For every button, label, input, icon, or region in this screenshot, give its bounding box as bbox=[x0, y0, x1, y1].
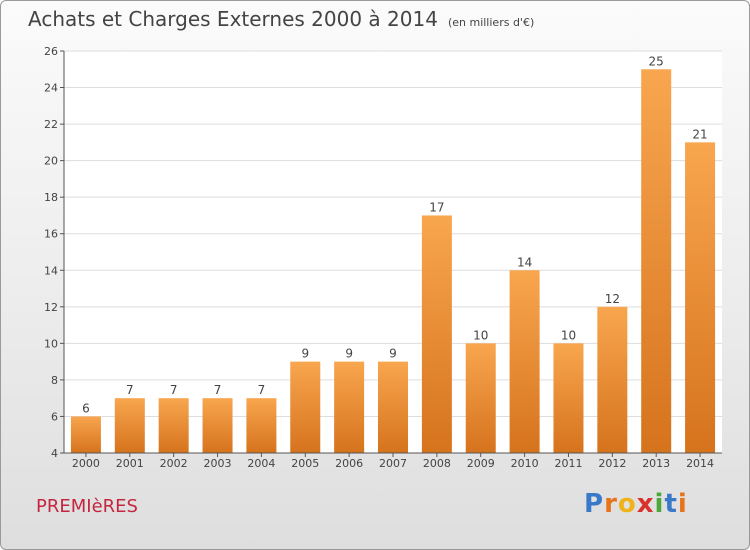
bar bbox=[246, 398, 277, 453]
x-tick-label: 2012 bbox=[598, 457, 626, 470]
data-label: 10 bbox=[473, 328, 488, 342]
axes: 4 6 8 10 12 14 16 18 20 22 24 26 2000 2001 2002 2003 200… bbox=[44, 45, 722, 470]
y-tick-label: 26 bbox=[44, 45, 58, 58]
data-label: 7 bbox=[170, 383, 178, 397]
bar bbox=[70, 416, 101, 453]
x-tick-label: 2013 bbox=[642, 457, 670, 470]
chart-title: Achats et Charges Externes 2000 à 2014 (e… bbox=[28, 7, 534, 31]
bar bbox=[158, 398, 189, 453]
logo-letter: r bbox=[604, 489, 618, 519]
y-tick-label: 22 bbox=[44, 118, 58, 131]
data-label: 10 bbox=[561, 328, 576, 342]
y-tick-label: 6 bbox=[51, 410, 58, 423]
bar bbox=[641, 69, 672, 453]
logo-letter: x bbox=[636, 489, 655, 519]
logo-letter: t bbox=[664, 489, 678, 519]
bar bbox=[202, 398, 233, 453]
x-tick-label: 2006 bbox=[335, 457, 363, 470]
x-tick-label: 2004 bbox=[247, 457, 275, 470]
x-tick-label: 2007 bbox=[379, 457, 407, 470]
x-tick-label: 2014 bbox=[686, 457, 714, 470]
y-tick-label: 24 bbox=[44, 82, 58, 95]
logo-letter: o bbox=[617, 489, 637, 519]
logo-letter: i bbox=[654, 489, 665, 519]
data-label: 7 bbox=[126, 383, 134, 397]
logo-letter: i bbox=[677, 489, 688, 519]
data-label: 9 bbox=[389, 347, 397, 361]
x-tick-label: 2008 bbox=[423, 457, 451, 470]
y-tick-label: 14 bbox=[44, 264, 58, 277]
unit-note: (en milliers d'€) bbox=[447, 16, 535, 29]
bar bbox=[421, 215, 452, 453]
y-tick-label: 20 bbox=[44, 155, 58, 168]
x-tick-label: 2011 bbox=[554, 457, 582, 470]
x-tick-label: 2001 bbox=[116, 457, 144, 470]
bar bbox=[378, 361, 408, 453]
y-tick-label: 18 bbox=[44, 191, 58, 204]
data-label: 9 bbox=[301, 347, 309, 361]
bars: 6 7 7 7 7 9 9 9 17 10 14 10 12 25 21 bbox=[70, 54, 716, 453]
commune-name: PREMIèRES bbox=[36, 496, 138, 517]
title-text: Achats et Charges Externes 2000 à 2014 bbox=[28, 7, 438, 31]
bar bbox=[465, 343, 496, 453]
bar bbox=[509, 270, 540, 453]
bar bbox=[334, 361, 365, 453]
x-tick-label: 2002 bbox=[160, 457, 188, 470]
y-tick-label: 16 bbox=[44, 228, 58, 241]
data-label: 21 bbox=[692, 127, 707, 141]
bar bbox=[114, 398, 145, 453]
bar bbox=[290, 361, 321, 453]
x-tick-label: 2010 bbox=[511, 457, 539, 470]
data-label: 6 bbox=[82, 401, 90, 415]
y-tick-label: 4 bbox=[51, 447, 58, 460]
bar bbox=[553, 343, 584, 453]
x-tick-label: 2003 bbox=[204, 457, 232, 470]
data-label: 25 bbox=[649, 54, 664, 68]
x-tick-label: 2005 bbox=[291, 457, 319, 470]
x-tick-label: 2009 bbox=[467, 457, 495, 470]
proxiti-logo: Proxiti bbox=[584, 489, 688, 519]
data-label: 7 bbox=[258, 383, 266, 397]
data-label: 12 bbox=[605, 292, 620, 306]
y-tick-label: 8 bbox=[51, 374, 58, 387]
x-tick-label: 2000 bbox=[72, 457, 100, 470]
y-tick-label: 12 bbox=[44, 301, 58, 314]
data-label: 9 bbox=[345, 347, 353, 361]
data-label: 7 bbox=[214, 383, 222, 397]
data-label: 17 bbox=[429, 200, 444, 214]
logo-letter: P bbox=[584, 489, 605, 519]
bar bbox=[685, 142, 716, 453]
data-label: 14 bbox=[517, 255, 532, 269]
y-tick-label: 10 bbox=[44, 337, 58, 350]
bar bbox=[597, 306, 628, 453]
